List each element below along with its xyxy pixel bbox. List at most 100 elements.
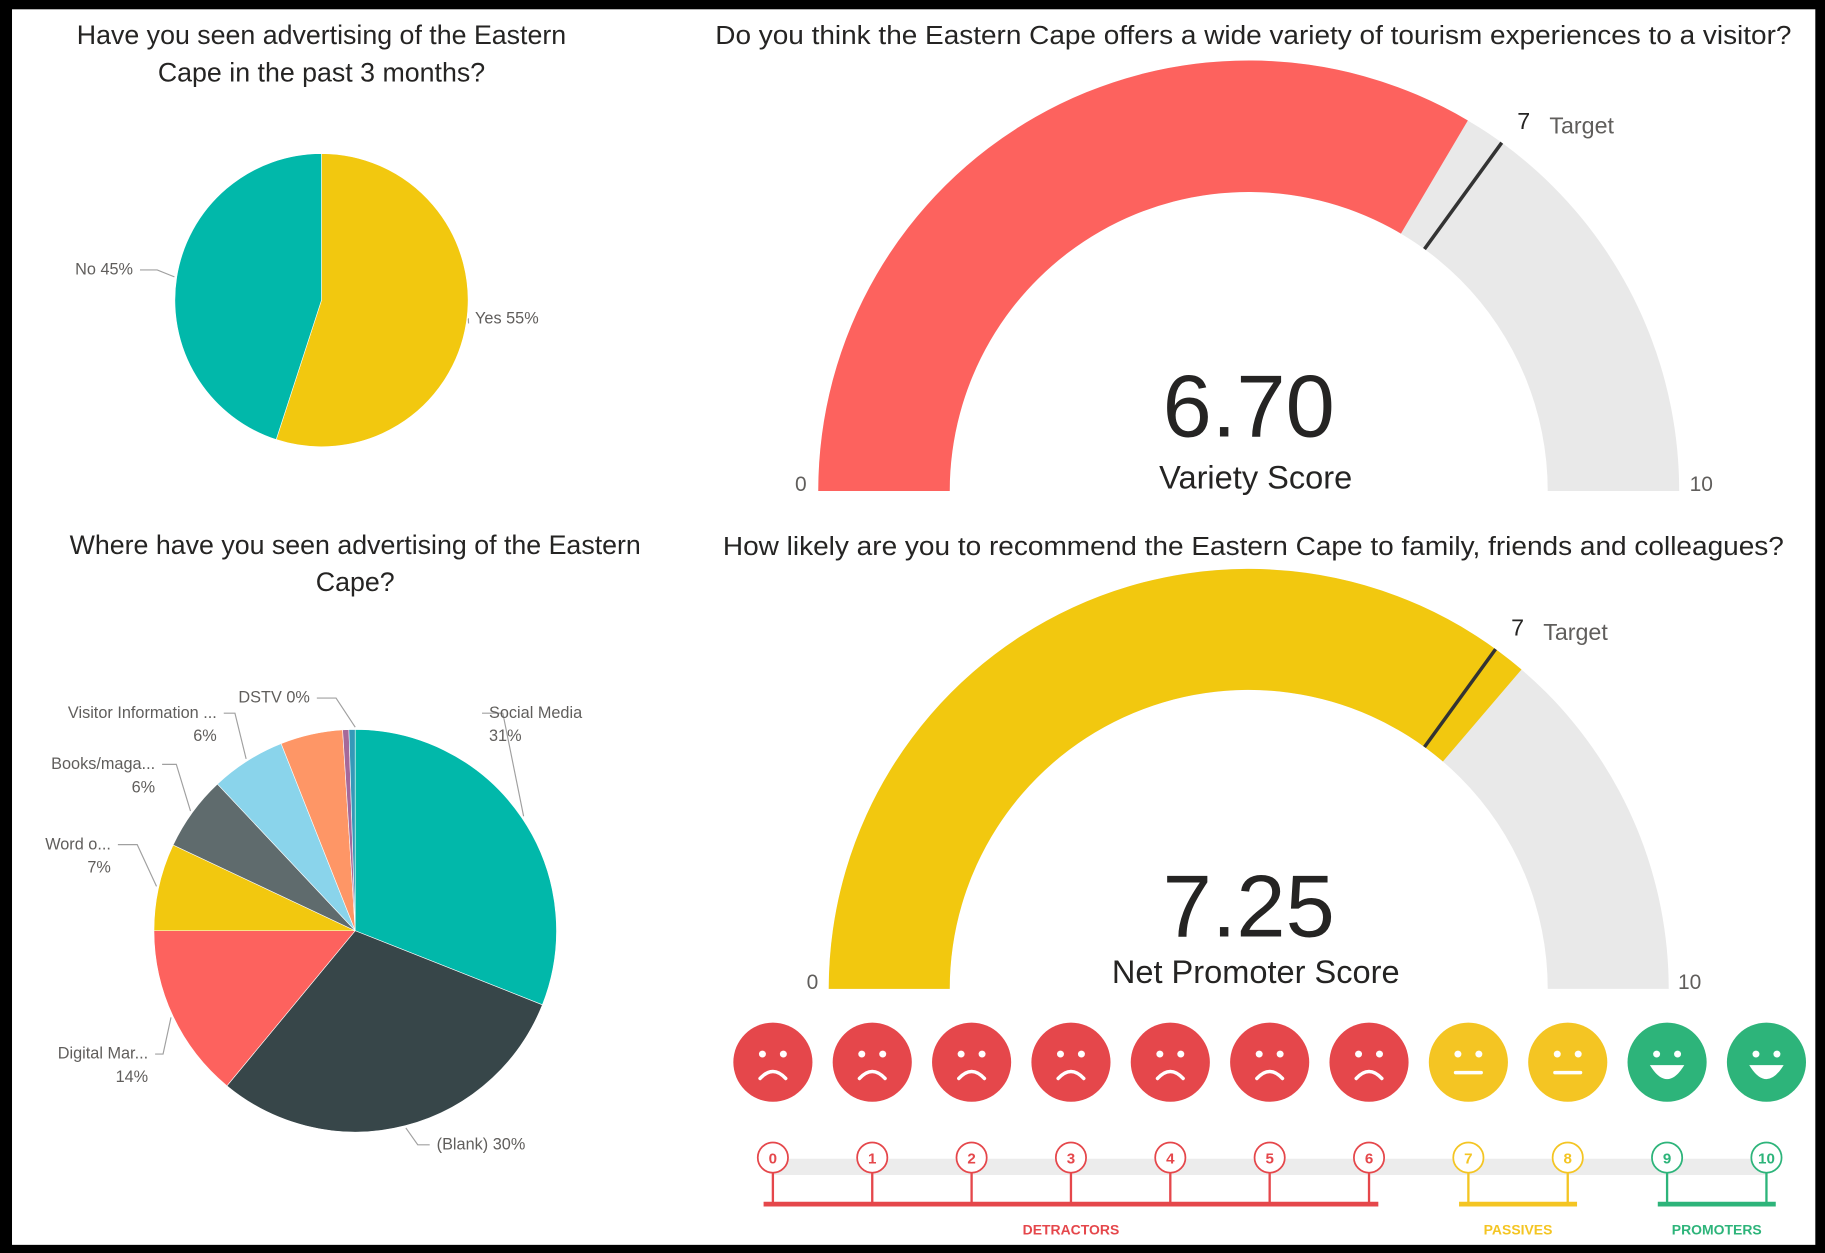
score-label: 2	[967, 1150, 975, 1167]
title-box: Where have you seen advertising of the E…	[69, 529, 641, 597]
data-label: 45%	[100, 261, 133, 279]
score-badge	[756, 1141, 789, 1174]
face-eye	[1376, 1050, 1383, 1058]
score-badge	[856, 1141, 889, 1174]
face-mouth	[1354, 1069, 1384, 1081]
score-badge	[1054, 1141, 1087, 1174]
axis-max: 10	[1690, 473, 1713, 496]
gauge-fill	[818, 60, 1468, 491]
face	[932, 1022, 1012, 1102]
slice-label: (Blank) 30%	[437, 1135, 526, 1153]
gauge-fill	[828, 568, 1522, 989]
face	[733, 1022, 813, 1102]
face-eye	[1077, 1050, 1085, 1058]
chart-title: How likely are you to recommend the East…	[723, 533, 1784, 561]
data-label: 6%	[193, 727, 217, 745]
face	[1230, 1022, 1310, 1102]
face-mouth	[1749, 1065, 1784, 1080]
category-label: Social Media	[489, 704, 583, 722]
axis-min: 0	[807, 971, 819, 994]
face-eye	[1553, 1050, 1561, 1058]
face-mouth	[1155, 1069, 1185, 1081]
slice-label: No 45%	[75, 261, 133, 279]
score-label: 3	[1067, 1150, 1075, 1167]
face-eye	[879, 1050, 887, 1058]
group-label: PROMOTERS	[1672, 1221, 1762, 1237]
pie-slice	[275, 153, 469, 447]
score-label: 8	[1564, 1150, 1572, 1167]
category-label: Digital Mar...	[58, 1045, 148, 1063]
face	[1726, 1022, 1807, 1102]
pie-slice	[354, 729, 557, 1006]
gauge-value: 7.25	[1163, 857, 1335, 956]
data-label: 14%	[116, 1068, 149, 1086]
score-badge	[955, 1141, 988, 1174]
category-label: DSTV	[238, 689, 282, 707]
face-mouth	[857, 1069, 887, 1081]
target-label: Target	[1549, 113, 1614, 139]
score-label: 9	[1663, 1150, 1671, 1167]
face	[1627, 1022, 1707, 1102]
face	[1329, 1022, 1409, 1102]
face-eye	[1574, 1050, 1582, 1058]
target-line	[1423, 141, 1504, 251]
data-label: 55%	[506, 309, 539, 327]
leader-line	[139, 269, 175, 278]
gauge-label: Net Promoter Score	[1112, 954, 1400, 990]
leader-line	[162, 763, 192, 812]
face	[832, 1022, 912, 1102]
score-badge	[1651, 1141, 1684, 1174]
face-eye	[858, 1050, 866, 1058]
face-eye	[1454, 1050, 1462, 1058]
pie-slice	[153, 930, 356, 1087]
face-eye	[1276, 1050, 1284, 1058]
score-badge	[1452, 1141, 1485, 1174]
leader-line	[482, 712, 525, 817]
face	[1130, 1022, 1210, 1102]
pie-slice	[174, 153, 322, 440]
leader-line	[117, 844, 158, 887]
chart-title: Do you think the Eastern Cape offers a w…	[715, 22, 1791, 50]
gauge-value: 6.70	[1163, 356, 1335, 455]
score-label: 1	[868, 1150, 876, 1167]
score-label: 6	[1365, 1150, 1373, 1167]
face-mouth	[957, 1069, 987, 1081]
score-label: 10	[1758, 1150, 1775, 1167]
category-label: Yes	[475, 309, 502, 327]
face-eye	[1674, 1050, 1682, 1058]
target-line	[1423, 648, 1498, 749]
face-mouth	[1255, 1069, 1285, 1081]
face-eye	[1177, 1050, 1185, 1058]
face-eye	[1056, 1050, 1064, 1058]
slice-label: Yes 55%	[475, 309, 539, 327]
face-eye	[1773, 1050, 1781, 1058]
leader-line	[405, 1127, 430, 1146]
target-value: 7	[1511, 614, 1524, 640]
data-label: 6%	[132, 778, 156, 796]
face	[1428, 1022, 1508, 1102]
data-label: 7%	[87, 859, 111, 877]
chart-title: Where have you seen advertising of the E…	[69, 529, 641, 597]
face	[1031, 1022, 1111, 1102]
category-label: Word o...	[45, 835, 111, 853]
target-value: 7	[1517, 108, 1530, 134]
slice-label: DSTV 0%	[238, 689, 309, 707]
data-label: 31%	[489, 727, 522, 745]
face-eye	[1653, 1050, 1661, 1058]
leader-line	[155, 1017, 172, 1055]
leader-line	[223, 712, 247, 759]
axis-max: 10	[1678, 971, 1701, 994]
score-badge	[1750, 1141, 1783, 1174]
group-label: DETRACTORS	[1023, 1221, 1120, 1237]
leader-line	[316, 697, 356, 728]
data-label: 0%	[286, 689, 310, 707]
category-label: No	[75, 261, 96, 279]
score-label: 7	[1464, 1150, 1472, 1167]
group-label: PASSIVES	[1484, 1221, 1553, 1237]
face-mouth	[1056, 1069, 1086, 1081]
target-label: Target	[1543, 619, 1608, 645]
score-badge	[1154, 1141, 1187, 1174]
face-mouth	[1649, 1065, 1685, 1080]
title-box: Have you seen advertising of the Eastern…	[77, 20, 566, 87]
